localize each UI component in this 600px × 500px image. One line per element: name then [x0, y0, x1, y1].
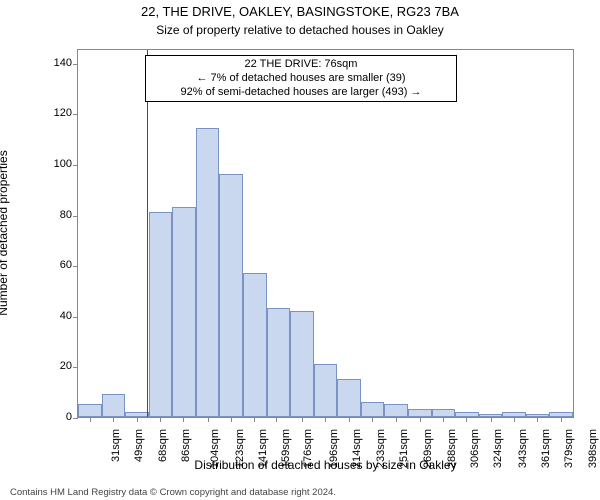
x-tick-label: 233sqm: [375, 429, 387, 468]
y-tick: [73, 317, 78, 318]
chart-title-line1: 22, THE DRIVE, OAKLEY, BASINGSTOKE, RG23…: [0, 4, 600, 19]
histogram-bar: [149, 212, 173, 417]
x-tick: [372, 417, 373, 422]
x-tick-label: 196sqm: [328, 429, 340, 468]
annot-line3: 92% of semi-detached houses are larger (…: [152, 86, 450, 100]
x-tick: [396, 417, 397, 422]
x-tick-label: 306sqm: [469, 429, 481, 468]
histogram-bar: [267, 308, 291, 417]
x-tick: [137, 417, 138, 422]
annotation-box: 22 THE DRIVE: 76sqm← 7% of detached hous…: [145, 55, 457, 102]
x-tick-label: 31sqm: [110, 429, 122, 462]
y-axis-label: Number of detached properties: [0, 150, 10, 315]
y-tick-label: 40: [42, 310, 72, 322]
y-tick-label: 0: [42, 411, 72, 423]
y-tick-label: 140: [42, 57, 72, 69]
footnote-line1: Contains HM Land Registry data © Crown c…: [10, 487, 336, 498]
x-tick-label: 214sqm: [351, 429, 363, 468]
histogram-bar: [125, 412, 149, 417]
x-tick-label: 176sqm: [302, 429, 314, 468]
x-tick-label: 159sqm: [280, 429, 292, 468]
y-tick: [73, 266, 78, 267]
histogram-bar: [384, 404, 408, 417]
histogram-bar: [219, 174, 243, 417]
histogram-bar: [479, 414, 503, 417]
histogram-bar: [361, 402, 385, 417]
histogram-bar: [243, 273, 267, 417]
x-tick: [443, 417, 444, 422]
x-tick: [160, 417, 161, 422]
y-tick-label: 60: [42, 259, 72, 271]
plot-area: 22 THE DRIVE: 76sqm← 7% of detached hous…: [77, 49, 574, 418]
x-tick: [491, 417, 492, 422]
x-tick: [208, 417, 209, 422]
x-tick: [466, 417, 467, 422]
x-tick-label: 288sqm: [446, 429, 458, 468]
histogram-bar: [102, 394, 126, 417]
chart-container: 22, THE DRIVE, OAKLEY, BASINGSTOKE, RG23…: [0, 0, 600, 500]
x-tick: [90, 417, 91, 422]
x-tick-label: 141sqm: [257, 429, 269, 468]
y-tick-label: 120: [42, 107, 72, 119]
x-tick: [349, 417, 350, 422]
x-tick: [420, 417, 421, 422]
histogram-bar: [337, 379, 361, 417]
x-tick-label: 361sqm: [540, 429, 552, 468]
y-tick: [73, 367, 78, 368]
histogram-bar: [502, 412, 526, 417]
x-tick: [537, 417, 538, 422]
histogram-bar: [526, 414, 550, 417]
x-tick: [113, 417, 114, 422]
histogram-bar: [290, 311, 314, 417]
x-tick: [514, 417, 515, 422]
y-tick-label: 20: [42, 360, 72, 372]
y-tick: [73, 418, 78, 419]
chart-title-line2: Size of property relative to detached ho…: [0, 23, 600, 37]
x-tick-label: 123sqm: [234, 429, 246, 468]
x-tick: [231, 417, 232, 422]
y-tick: [73, 216, 78, 217]
x-tick: [254, 417, 255, 422]
property-indicator-line: [147, 50, 148, 417]
x-tick: [276, 417, 277, 422]
annot-line1: 22 THE DRIVE: 76sqm: [152, 58, 450, 72]
x-tick: [561, 417, 562, 422]
histogram-bar: [314, 364, 338, 417]
histogram-bar: [408, 409, 432, 417]
y-tick-label: 100: [42, 158, 72, 170]
x-tick-label: 343sqm: [517, 429, 529, 468]
histogram-bar: [196, 128, 220, 417]
x-tick-label: 398sqm: [588, 429, 600, 468]
histogram-bar: [549, 412, 573, 417]
y-tick: [73, 165, 78, 166]
histogram-bar: [78, 404, 102, 417]
x-tick-label: 68sqm: [157, 429, 169, 462]
x-tick-label: 324sqm: [492, 429, 504, 468]
histogram-bar: [455, 412, 479, 417]
x-tick: [302, 417, 303, 422]
y-tick: [73, 64, 78, 65]
footnote: Contains HM Land Registry data © Crown c…: [10, 476, 373, 500]
y-tick-label: 80: [42, 209, 72, 221]
annot-line2: ← 7% of detached houses are smaller (39): [152, 72, 450, 86]
x-tick: [183, 417, 184, 422]
x-tick-label: 86sqm: [180, 429, 192, 462]
x-tick-label: 269sqm: [422, 429, 434, 468]
x-tick-label: 379sqm: [563, 429, 575, 468]
histogram-bar: [432, 409, 456, 417]
histogram-bar: [172, 207, 196, 417]
x-tick-label: 104sqm: [210, 429, 222, 468]
x-tick-label: 49sqm: [133, 429, 145, 462]
y-tick: [73, 114, 78, 115]
x-tick: [325, 417, 326, 422]
x-tick-label: 251sqm: [399, 429, 411, 468]
